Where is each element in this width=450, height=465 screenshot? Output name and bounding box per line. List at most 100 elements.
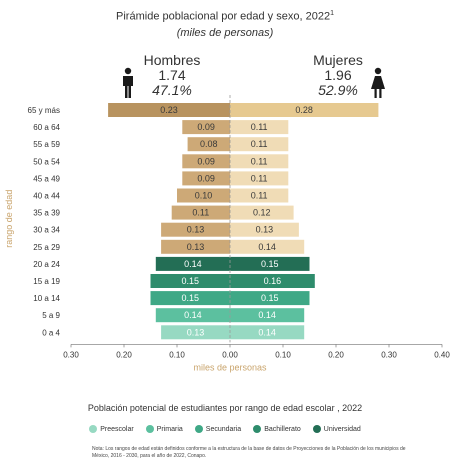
bar-women <box>230 291 310 306</box>
legend-label: Secundaria <box>205 425 242 433</box>
data-label-women: 0.11 <box>251 156 268 166</box>
bar-women <box>230 256 310 271</box>
legend-swatch <box>89 425 98 433</box>
x-tick-label: 0.40 <box>434 350 450 359</box>
category-tick-label: 45 a 49 <box>33 174 60 183</box>
data-label-women: 0.14 <box>258 242 276 252</box>
data-label-women: 0.14 <box>258 327 276 337</box>
bar-men <box>182 120 230 135</box>
x-tick-label: 0.00 <box>222 350 238 359</box>
category-tick-label: 55 a 59 <box>33 140 60 149</box>
women-label: Mujeres <box>313 52 363 68</box>
legend-swatch <box>145 425 154 433</box>
data-label-women: 0.11 <box>251 122 268 132</box>
legend-item-secundaria: Secundaria <box>194 425 242 433</box>
bar-men <box>150 291 230 306</box>
legend-label: Universidad <box>323 425 361 433</box>
bar-women <box>230 120 289 135</box>
data-label-men: 0.14 <box>184 310 202 320</box>
bar-men <box>161 325 230 340</box>
bar-men <box>182 154 230 169</box>
y-axis-title: rango de edad <box>4 190 14 248</box>
x-tick-label: 0.30 <box>381 350 397 359</box>
bar-men <box>161 222 230 237</box>
data-label-women: 0.16 <box>264 276 282 286</box>
legend-item-bachillerato: Bachillerato <box>253 425 301 433</box>
legend-swatch <box>253 425 262 433</box>
bar-women <box>230 188 289 203</box>
legend-item-primaria: Primaria <box>145 425 183 433</box>
bar-women <box>230 239 305 254</box>
chart-title: Pirámide poblacional por edad y sexo, 20… <box>0 10 450 23</box>
x-axis-title: miles de personas <box>193 362 267 372</box>
bar-women <box>230 154 289 169</box>
data-label-women: 0.11 <box>251 139 268 149</box>
category-tick-label: 50 a 54 <box>33 157 60 166</box>
data-label-women: 0.28 <box>295 105 313 115</box>
data-label-men: 0.11 <box>192 208 209 218</box>
data-label-women: 0.15 <box>261 259 279 269</box>
men-label: Hombres <box>143 52 201 68</box>
women-percent: 52.9% <box>318 82 358 98</box>
data-label-men: 0.13 <box>187 225 205 235</box>
data-label-women: 0.12 <box>253 208 271 218</box>
data-label-women: 0.13 <box>256 225 274 235</box>
bar-men <box>182 171 230 186</box>
legend-item-universidad: Universidad <box>312 425 361 433</box>
category-tick-label: 40 a 44 <box>33 192 60 201</box>
bar-women <box>230 222 299 237</box>
men-percent: 47.1% <box>152 82 192 98</box>
bar-women <box>230 171 289 186</box>
data-label-men: 0.15 <box>181 276 199 286</box>
bar-women <box>230 274 315 288</box>
category-tick-label: 20 a 24 <box>33 260 60 269</box>
category-tick-label: 0 a 4 <box>42 328 60 337</box>
legend-swatch <box>194 425 203 433</box>
women-summary: Mujeres 1.96 52.9% <box>288 52 388 98</box>
footnote: Nota: Los rangos de edad están definidos… <box>92 446 406 459</box>
x-tick-label: 0.30 <box>63 350 79 359</box>
data-label-women: 0.14 <box>258 310 276 320</box>
data-label-men: 0.15 <box>181 293 199 303</box>
category-tick-label: 65 y más <box>28 106 60 115</box>
x-tick-label: 0.20 <box>328 350 344 359</box>
men-total: 1.74 <box>158 67 186 83</box>
women-total: 1.96 <box>324 67 352 83</box>
data-label-men: 0.08 <box>200 139 218 149</box>
category-tick-label: 35 a 39 <box>33 209 60 218</box>
data-label-men: 0.09 <box>197 156 215 166</box>
data-label-men: 0.13 <box>187 327 205 337</box>
legend-label: Bachillerato <box>264 425 301 433</box>
category-tick-label: 10 a 14 <box>33 294 60 303</box>
bar-men <box>161 239 230 254</box>
bar-men <box>155 256 230 271</box>
bar-men <box>187 137 230 152</box>
chart-subtitle: (miles de personas) <box>176 27 274 39</box>
data-label-men: 0.10 <box>195 191 213 201</box>
bar-men <box>177 188 230 203</box>
woman-icon <box>371 67 385 98</box>
bar-women <box>230 103 379 117</box>
population-pyramid-chart: 0.23 0.28 65 y más 0.09 0.11 60 a 64 0.08 0.11 5… <box>4 95 450 372</box>
x-tick-label: 0.10 <box>275 350 291 359</box>
bar-women <box>230 308 305 323</box>
data-label-men: 0.23 <box>160 105 178 115</box>
man-icon <box>123 67 133 98</box>
legend: Preescolar Primaria Secundaria Bachillerato… <box>0 425 450 433</box>
data-label-women: 0.15 <box>261 293 279 303</box>
x-tick-label: 0.10 <box>169 350 185 359</box>
legend-swatch <box>312 425 321 433</box>
data-label-men: 0.14 <box>184 259 202 269</box>
category-tick-label: 25 a 29 <box>33 243 60 252</box>
bar-men <box>155 308 230 323</box>
bar-men <box>171 205 230 220</box>
bar-women <box>230 205 294 220</box>
chart-title-text: Pirámide poblacional por edad y sexo, 20… <box>116 10 331 23</box>
category-tick-label: 60 a 64 <box>33 123 60 132</box>
title-footnote-mark: 1 <box>330 10 334 17</box>
legend-item-preescolar: Preescolar <box>89 425 134 433</box>
data-label-women: 0.11 <box>251 191 268 201</box>
data-label-women: 0.11 <box>251 173 268 183</box>
legend-label: Preescolar <box>100 425 134 433</box>
legend-title: Población potencial de estudiantes por r… <box>87 403 363 413</box>
